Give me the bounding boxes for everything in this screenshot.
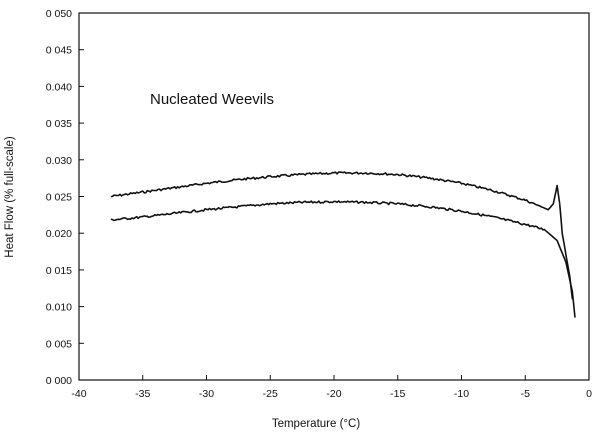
x-tick-label: -35 — [135, 388, 150, 400]
y-tick-label: 0 005 — [46, 338, 72, 350]
x-axis-label: Temperature (°C) — [272, 418, 360, 430]
x-tick-label: -15 — [390, 388, 405, 400]
y-tick-label: 0 000 — [46, 375, 72, 387]
y-tick-label: 0.010 — [46, 302, 72, 314]
series-line — [110, 200, 576, 318]
series-line — [558, 203, 574, 300]
y-axis-label: Heat Flow (% full-scale) — [4, 136, 16, 258]
y-tick-label: 0 045 — [46, 45, 72, 57]
y-axis: 0 000 0 005 0.010 0 015 0.020 0 025 0.030 0 035… — [46, 8, 84, 387]
annotation-text: Nucleated Weevils — [150, 91, 274, 108]
x-tick-label: -20 — [326, 388, 341, 400]
x-tick-label: -25 — [263, 388, 278, 400]
y-tick-label: 0 015 — [46, 265, 72, 277]
series-line — [110, 171, 561, 211]
x-tick-label: -10 — [454, 388, 469, 400]
x-tick-label: -40 — [71, 388, 86, 400]
x-tick-label: -30 — [199, 388, 214, 400]
series-group — [110, 171, 576, 318]
y-tick-label: 0 035 — [46, 118, 72, 130]
x-tick-label: 0 — [586, 388, 592, 400]
x-tick-label: -5 — [521, 388, 530, 400]
y-tick-label: 0.030 — [46, 155, 72, 167]
y-tick-label: 0 025 — [46, 192, 72, 204]
y-tick-label: 0.020 — [46, 228, 72, 240]
x-axis: -40 -35 -30 -25 -20 -15 -10 -5 0 — [71, 375, 592, 400]
y-tick-label: 0.040 — [46, 81, 72, 93]
y-tick-label: 0 050 — [46, 8, 72, 20]
